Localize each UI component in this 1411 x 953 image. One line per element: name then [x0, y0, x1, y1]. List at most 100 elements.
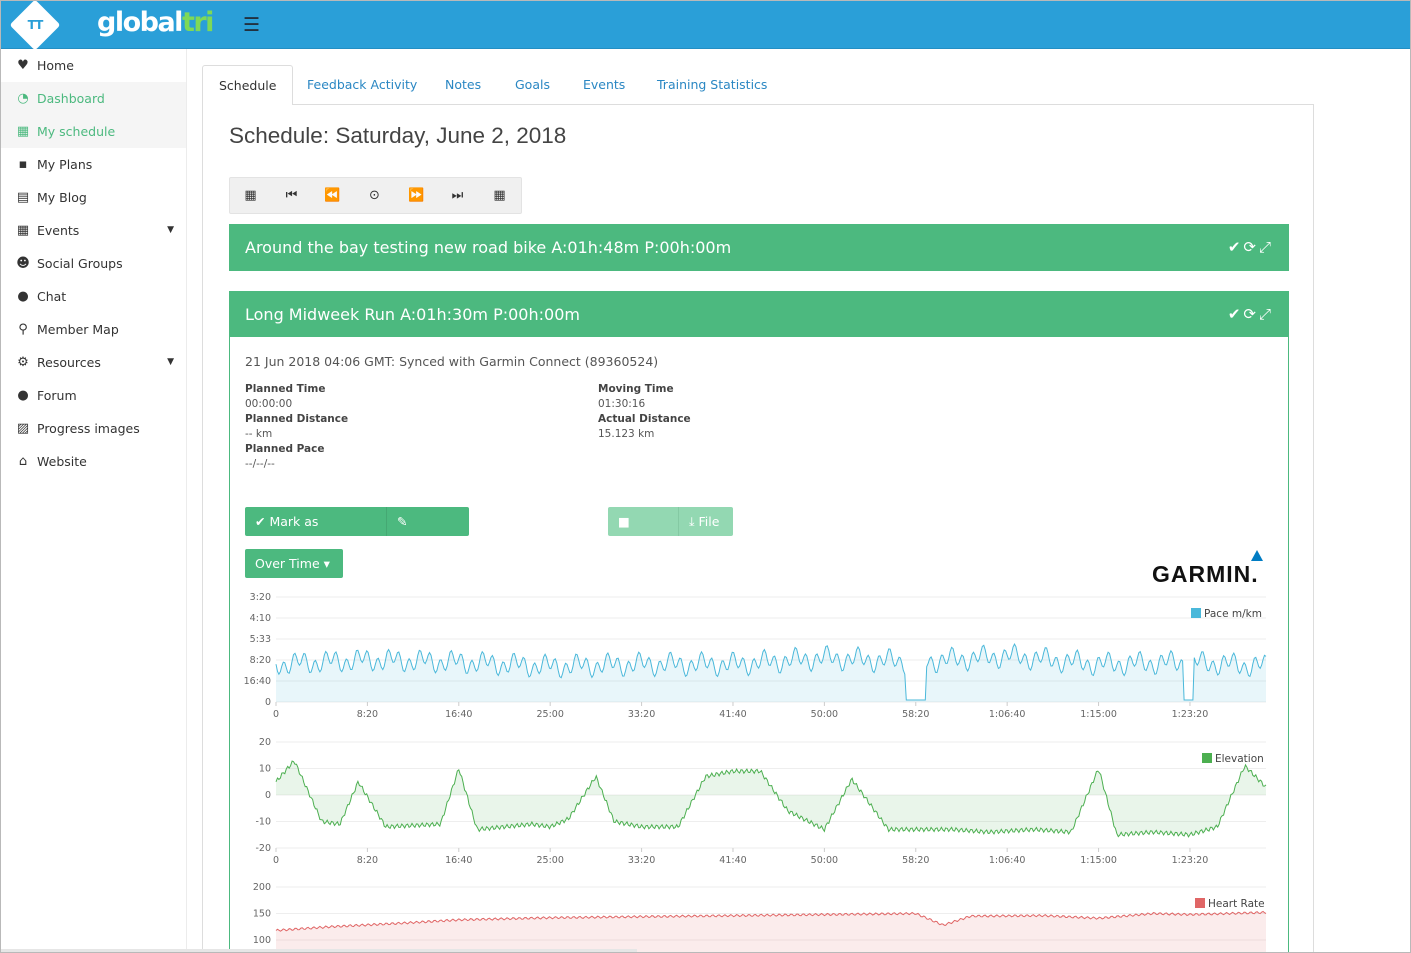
over-time-dropdown[interactable]: Over Time ▾	[245, 549, 343, 578]
planned-time-value: 00:00:00	[245, 398, 293, 410]
feedback-button[interactable]: ✎ Feedback	[386, 507, 469, 558]
heartbeat-icon: ♥	[17, 58, 29, 73]
refresh-icon[interactable]: ⟳	[1243, 238, 1259, 256]
picture-icon: ▨	[16, 421, 30, 436]
schedule-toolbar: ▦ ⏮ ⏪ ⊙ ⏩ ⏭ ▦	[229, 177, 522, 214]
x-tick-label: 33:20	[628, 855, 655, 866]
tab-schedule[interactable]: Schedule	[202, 65, 294, 106]
calendar-icon: ▦	[16, 223, 30, 238]
sidebar-item-label: My Plans	[37, 157, 93, 172]
sidebar-item-label: Social Groups	[37, 256, 123, 271]
workout-panel: Around the bay testing new road bike A:0…	[229, 224, 1289, 271]
sidebar-item-label: Member Map	[37, 322, 119, 337]
workout-panel-header[interactable]: Long Midweek Run A:01h:30m P:00h:00m ✔⟳⤢	[230, 292, 1288, 337]
tab-feedback-activity[interactable]: Feedback Activity	[307, 77, 418, 92]
garmin-triangle-icon	[1251, 550, 1263, 561]
y-tick-label: 16:40	[244, 676, 271, 687]
file-button[interactable]: ⤓ File	[678, 507, 733, 536]
moving-time-value: 01:30:16	[598, 398, 646, 410]
workout-panel-header[interactable]: Around the bay testing new road bike A:0…	[230, 225, 1288, 270]
check-icon[interactable]: ✔	[1227, 238, 1244, 256]
dot-circle-icon[interactable]: ⊙	[369, 188, 380, 203]
backward-icon[interactable]: ⏪	[324, 188, 341, 203]
sidebar-item-forum[interactable]: ● Forum	[1, 379, 186, 412]
y-tick-label: 10	[259, 764, 271, 775]
sidebar-item-website[interactable]: ⌂ Website	[1, 445, 186, 478]
sync-status: 21 Jun 2018 04:06 GMT: Synced with Garmi…	[245, 354, 659, 369]
legend-swatch	[1195, 898, 1205, 908]
sidebar-item-my-plans[interactable]: ▪ My Plans	[1, 148, 186, 181]
sidebar-item-progress-images[interactable]: ▨ Progress images	[1, 412, 186, 445]
x-tick-label: 8:20	[357, 855, 378, 866]
horizontal-scrollbar[interactable]	[1, 949, 637, 952]
tab-notes[interactable]: Notes	[445, 77, 482, 92]
x-tick-label: 1:23:20	[1172, 709, 1209, 720]
step-forward-icon[interactable]: ⏭	[451, 188, 464, 203]
check-icon: ✔	[255, 514, 270, 529]
workout-title: Long Midweek Run A:01h:30m P:00h:00m	[245, 305, 580, 324]
heart-rate-line	[275, 910, 1267, 932]
expand-icon[interactable]: ⤢	[1258, 305, 1274, 323]
panel-actions: ✔⟳⤢	[1228, 225, 1274, 270]
mark-complete-button[interactable]: ✔ Mark as Complete	[245, 507, 386, 558]
sidebar-item-resources[interactable]: ⚙ Resources ▼	[1, 346, 186, 379]
brand-logo[interactable]: globaltri	[97, 7, 214, 38]
step-backward-icon[interactable]: ⏮	[285, 188, 298, 203]
x-tick-label: 50:00	[811, 855, 838, 866]
sidebar-item-label: Resources	[37, 355, 101, 370]
planned-distance-value: -- km	[245, 428, 273, 440]
video-button[interactable]: ■ Video	[608, 507, 678, 558]
logo-badge-text: TT	[27, 18, 44, 32]
sidebar-item-social-groups[interactable]: ☻ Social Groups	[1, 247, 186, 280]
page-title: Schedule: Saturday, June 2, 2018	[229, 123, 567, 148]
check-icon[interactable]: ✔	[1227, 305, 1244, 323]
sidebar-item-events[interactable]: ▦ Events ▼	[1, 214, 186, 247]
y-tick-label: 8:20	[250, 655, 271, 666]
sidebar-item-home[interactable]: ♥ Home	[1, 49, 186, 82]
y-tick-label: 200	[253, 882, 271, 893]
sidebar-item-my-blog[interactable]: ▤ My Blog	[1, 181, 186, 214]
tab-goals[interactable]: Goals	[515, 77, 550, 92]
x-tick-label: 1:06:40	[989, 709, 1026, 720]
tab-training-statistics[interactable]: Training Statistics	[657, 77, 768, 92]
actual-stats: Moving Time 01:30:16 Actual Distance 15.…	[598, 382, 691, 442]
x-tick-label: 0	[273, 709, 279, 720]
sidebar-item-my-schedule[interactable]: ▦ My schedule	[1, 115, 186, 148]
actual-distance-label: Actual Distance	[598, 413, 691, 425]
refresh-icon[interactable]: ⟳	[1243, 305, 1259, 323]
caret-down-icon: ▼	[167, 225, 174, 235]
menu-toggle-icon[interactable]: ☰	[243, 14, 261, 36]
x-tick-label: 1:15:00	[1080, 855, 1117, 866]
newspaper-icon: ▤	[16, 190, 30, 205]
tab-events[interactable]: Events	[583, 77, 626, 92]
x-tick-label: 33:20	[628, 709, 655, 720]
over-time-label: Over Time	[255, 556, 320, 571]
y-tick-label: -20	[255, 843, 271, 854]
pace-line	[275, 643, 1267, 701]
th-icon[interactable]: ▦	[493, 188, 506, 203]
sidebar-item-label: Dashboard	[37, 91, 105, 106]
x-tick-label: 25:00	[536, 709, 563, 720]
y-tick-label: 20	[259, 737, 271, 748]
planned-stats: Planned Time 00:00:00 Planned Distance -…	[245, 382, 348, 472]
sidebar-item-member-map[interactable]: ⚲ Member Map	[1, 313, 186, 346]
x-tick-label: 0	[273, 855, 279, 866]
sidebar-item-dashboard[interactable]: ◔ Dashboard	[1, 82, 186, 115]
sidebar-item-label: Home	[37, 58, 74, 73]
pace-area	[276, 644, 1266, 702]
brand-part-1: global	[97, 7, 183, 38]
sidebar-item-label: Forum	[37, 388, 77, 403]
users-icon: ☻	[16, 256, 30, 271]
forward-icon[interactable]: ⏩	[408, 188, 425, 203]
garmin-logo: GARMIN.	[1152, 561, 1259, 587]
sidebar-item-chat[interactable]: ● Chat	[1, 280, 186, 313]
expand-icon[interactable]: ⤢	[1258, 238, 1274, 256]
x-tick-label: 50:00	[811, 709, 838, 720]
legend-elevation: Elevation	[1202, 753, 1264, 765]
legend-pace: Pace m/km	[1191, 608, 1262, 620]
calendar-icon[interactable]: ▦	[244, 188, 257, 203]
y-tick-label: 100	[253, 935, 271, 946]
y-tick-label: 5:33	[250, 634, 271, 645]
heart-rate-area	[276, 911, 1266, 952]
